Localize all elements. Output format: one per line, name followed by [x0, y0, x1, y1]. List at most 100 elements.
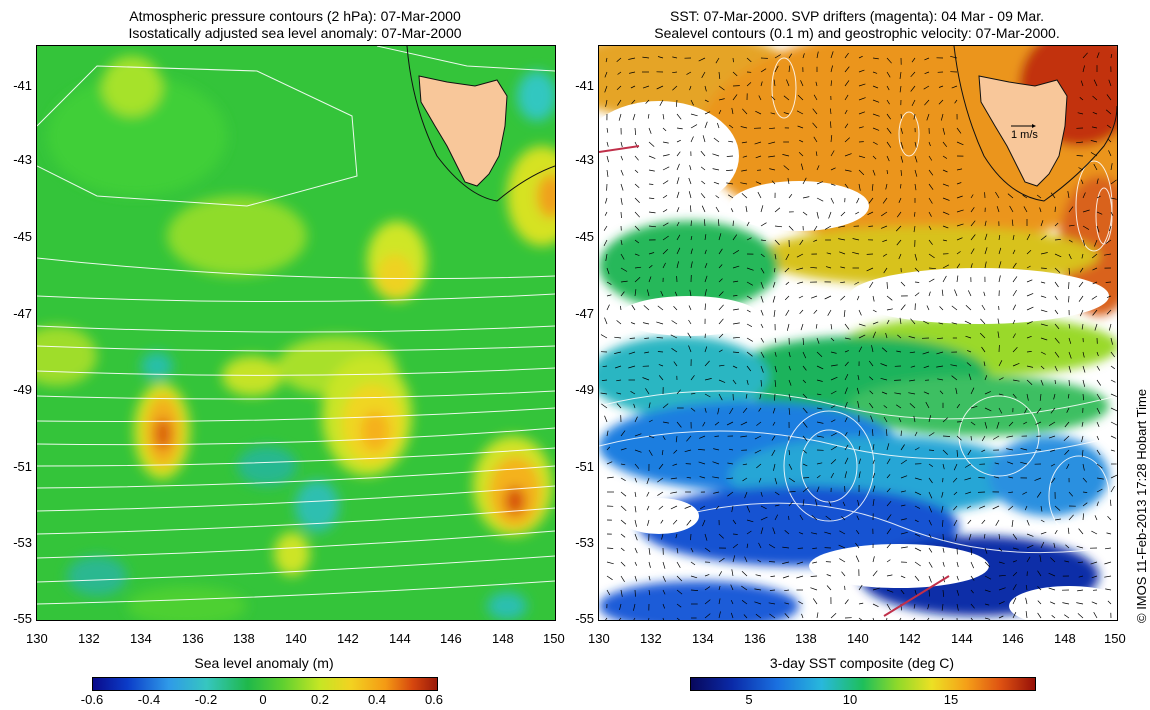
velocity-arrow — [1054, 222, 1059, 227]
velocity-arrow — [758, 95, 762, 101]
velocity-arrow — [758, 542, 762, 549]
velocity-arrow — [1068, 239, 1073, 243]
velocity-arrow — [648, 225, 657, 228]
velocity-arrow — [1079, 267, 1084, 273]
velocity-arrow — [1039, 207, 1042, 213]
velocity-arrow — [841, 516, 846, 521]
velocity-arrow — [1054, 379, 1056, 385]
velocity-arrow — [774, 253, 777, 260]
velocity-arrow — [830, 121, 832, 129]
velocity-arrow — [928, 278, 935, 283]
sla-colorbar-tick: -0.2 — [194, 692, 218, 707]
velocity-arrow — [726, 182, 734, 185]
velocity-arrow — [631, 304, 636, 311]
velocity-arrow — [928, 415, 932, 423]
velocity-arrow — [676, 261, 679, 269]
velocity-arrow — [760, 281, 764, 289]
velocity-arrow — [970, 603, 975, 609]
velocity-arrow — [718, 533, 724, 539]
left-ytick: -49 — [13, 382, 32, 397]
velocity-arrow — [1026, 335, 1032, 339]
velocity-arrow — [732, 234, 738, 241]
velocity-arrow — [760, 527, 764, 535]
velocity-arrow — [606, 575, 613, 581]
velocity-arrow — [886, 57, 892, 64]
velocity-arrow — [886, 458, 891, 465]
velocity-arrow — [942, 417, 949, 423]
velocity-arrow — [1068, 351, 1072, 359]
velocity-arrow — [620, 211, 622, 219]
velocity-arrow — [1054, 295, 1058, 301]
velocity-arrow — [634, 197, 640, 204]
velocity-arrow — [646, 505, 650, 511]
velocity-arrow — [956, 435, 962, 441]
velocity-arrow — [914, 292, 920, 297]
velocity-arrow — [1110, 163, 1113, 171]
velocity-arrow — [844, 94, 849, 101]
velocity-arrow — [1096, 393, 1101, 401]
velocity-arrow — [844, 109, 848, 115]
velocity-arrow — [620, 547, 625, 552]
velocity-arrow — [830, 323, 833, 330]
velocity-arrow — [699, 476, 706, 479]
velocity-arrow — [704, 346, 708, 353]
velocity-arrow — [757, 191, 762, 199]
velocity-arrow — [718, 85, 725, 91]
velocity-arrow — [1064, 421, 1070, 428]
velocity-arrow — [953, 491, 958, 496]
velocity-arrow — [926, 305, 930, 311]
velocity-arrow — [830, 337, 835, 342]
velocity-arrow — [830, 419, 836, 423]
velocity-arrow — [1068, 365, 1072, 373]
velocity-arrow — [955, 533, 958, 541]
velocity-arrow — [1082, 192, 1086, 199]
velocity-arrow — [715, 195, 720, 199]
velocity-arrow — [614, 351, 622, 354]
tasmania-land — [978, 75, 1068, 187]
velocity-arrow — [773, 79, 776, 87]
velocity-arrow — [1077, 613, 1084, 619]
velocity-arrow — [1040, 295, 1047, 298]
velocity-arrow — [872, 472, 876, 479]
velocity-arrow — [797, 547, 804, 549]
velocity-arrow — [872, 57, 879, 60]
velocity-arrow — [1108, 150, 1112, 157]
velocity-arrow — [936, 365, 944, 368]
velocity-arrow — [908, 336, 916, 339]
velocity-arrow — [956, 275, 959, 283]
velocity-arrow — [796, 561, 804, 565]
velocity-arrow — [802, 487, 809, 493]
velocity-arrow — [768, 141, 776, 145]
velocity-arrow — [900, 183, 902, 189]
right-title-line2: Sealevel contours (0.1 m) and geostrophi… — [654, 25, 1060, 41]
velocity-arrow — [760, 205, 764, 213]
velocity-arrow — [802, 365, 807, 371]
velocity-arrow — [745, 205, 748, 213]
velocity-arrow — [1012, 571, 1018, 577]
velocity-arrow — [967, 519, 972, 525]
velocity-arrow — [1110, 337, 1113, 345]
sst-colorbar-tick: 5 — [745, 692, 753, 707]
velocity-arrow — [1026, 306, 1034, 311]
velocity-arrow — [788, 407, 791, 415]
velocity-arrow — [648, 169, 655, 172]
velocity-arrow — [942, 435, 951, 437]
velocity-arrow — [754, 449, 762, 454]
velocity-arrow — [657, 491, 664, 496]
velocity-arrow — [628, 351, 636, 355]
velocity-arrow — [800, 80, 804, 87]
velocity-arrow — [774, 65, 779, 73]
velocity-arrow — [1094, 515, 1098, 521]
velocity-arrow — [620, 477, 626, 482]
velocity-arrow — [1081, 421, 1084, 427]
velocity-arrow — [1068, 295, 1070, 303]
velocity-arrow — [690, 248, 693, 255]
velocity-arrow — [866, 267, 874, 272]
velocity-arrow — [981, 435, 986, 442]
left-ytick: -53 — [13, 535, 32, 550]
velocity-arrow — [620, 519, 627, 525]
velocity-arrow — [760, 516, 768, 521]
velocity-arrow — [858, 430, 861, 437]
velocity-arrow — [662, 262, 666, 269]
velocity-arrow — [1106, 94, 1112, 101]
